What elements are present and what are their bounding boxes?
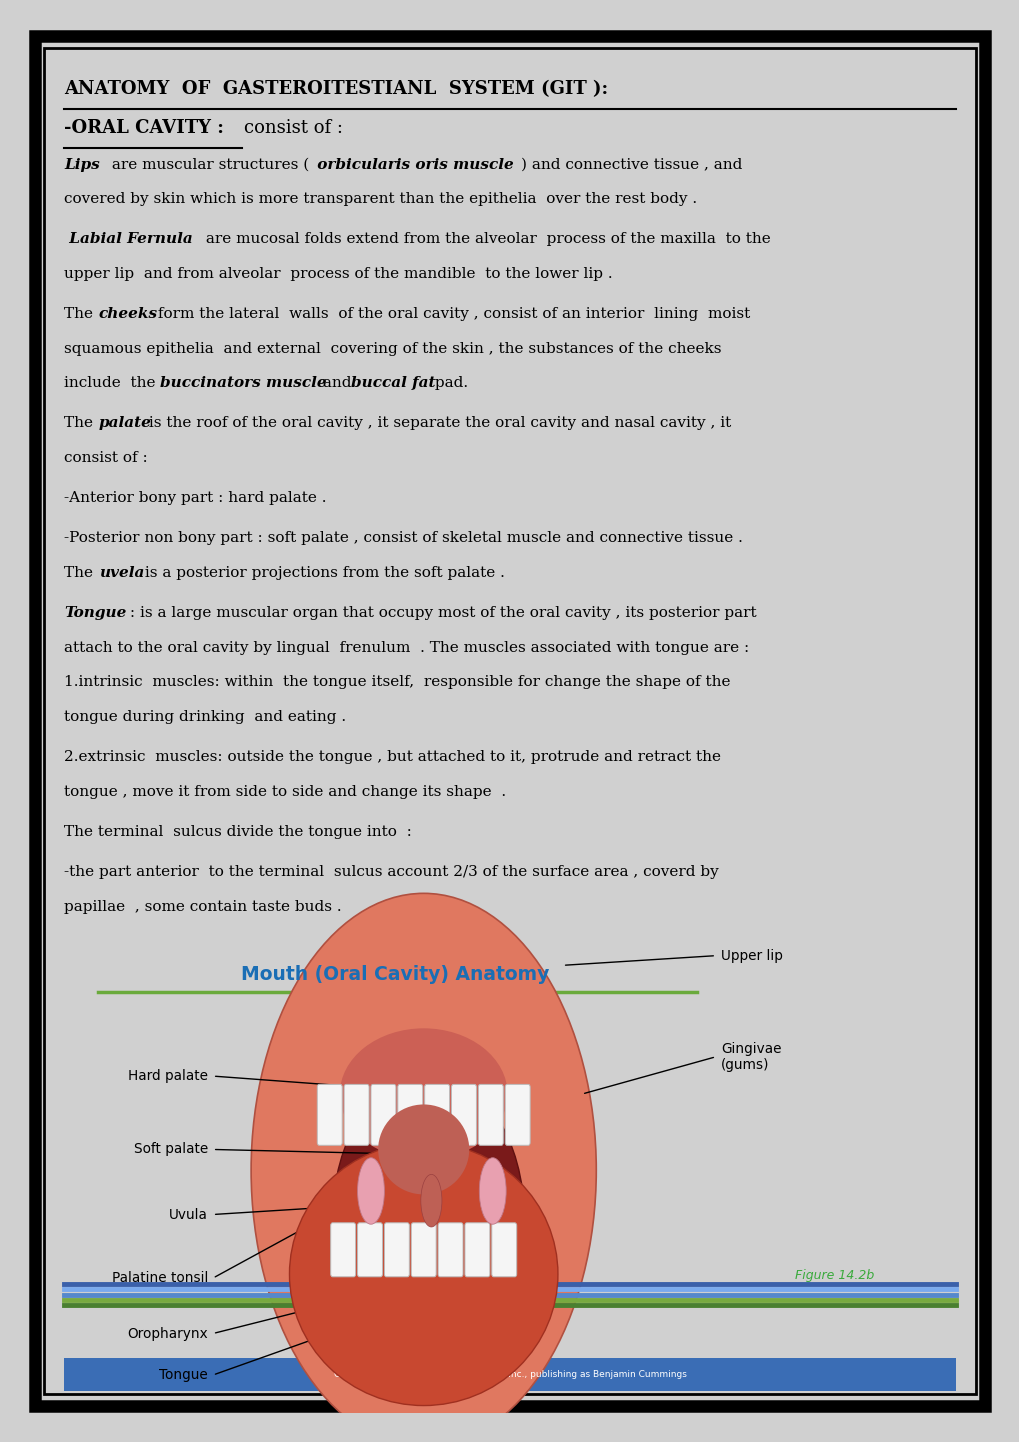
Text: Gingivae
(gums): Gingivae (gums): [720, 1041, 781, 1071]
Text: are mucosal folds extend from the alveolar  process of the maxilla  to the: are mucosal folds extend from the alveol…: [201, 232, 770, 247]
Text: Figure 14.2b: Figure 14.2b: [795, 1269, 873, 1282]
FancyBboxPatch shape: [317, 1084, 342, 1145]
Text: Uvula: Uvula: [169, 1207, 208, 1221]
Text: tongue , move it from side to side and change its shape  .: tongue , move it from side to side and c…: [64, 784, 505, 799]
Text: consist of :: consist of :: [245, 118, 343, 137]
Text: form the lateral  walls  of the oral cavity , consist of an interior  lining  mo: form the lateral walls of the oral cavit…: [153, 307, 750, 322]
Ellipse shape: [358, 1158, 384, 1224]
Text: upper lip  and from alveolar  process of the mandible  to the lower lip .: upper lip and from alveolar process of t…: [64, 267, 612, 281]
Text: buccal fat: buccal fat: [351, 376, 435, 391]
Text: -Anterior bony part : hard palate .: -Anterior bony part : hard palate .: [64, 492, 326, 505]
FancyBboxPatch shape: [438, 1223, 463, 1276]
Text: Oropharynx: Oropharynx: [127, 1327, 208, 1341]
Text: squamous epithelia  and external  covering of the skin , the substances of the c: squamous epithelia and external covering…: [64, 342, 721, 356]
Text: Tongue: Tongue: [64, 606, 126, 620]
Text: covered by skin which is more transparent than the epithelia  over the rest body: covered by skin which is more transparen…: [64, 192, 697, 206]
FancyBboxPatch shape: [451, 1084, 476, 1145]
Ellipse shape: [421, 1174, 441, 1227]
Text: The terminal  sulcus divide the tongue into  :: The terminal sulcus divide the tongue in…: [64, 825, 412, 839]
Text: -the part anterior  to the terminal  sulcus account 2/3 of the surface area , co: -the part anterior to the terminal sulcu…: [64, 865, 718, 880]
FancyBboxPatch shape: [358, 1223, 382, 1276]
Text: tongue during drinking  and eating .: tongue during drinking and eating .: [64, 709, 345, 724]
Ellipse shape: [479, 1158, 505, 1224]
Ellipse shape: [339, 1028, 507, 1159]
FancyBboxPatch shape: [343, 1084, 369, 1145]
Text: consist of :: consist of :: [64, 451, 148, 466]
Text: uvela: uvela: [99, 565, 144, 580]
Text: papillae  , some contain taste buds .: papillae , some contain taste buds .: [64, 900, 341, 914]
FancyBboxPatch shape: [371, 1084, 395, 1145]
FancyBboxPatch shape: [330, 1223, 356, 1276]
Text: are muscular structures (: are muscular structures (: [107, 157, 314, 172]
Text: buccinators muscle: buccinators muscle: [160, 376, 326, 391]
FancyBboxPatch shape: [504, 1084, 530, 1145]
Text: -Posterior non bony part : soft palate , consist of skeletal muscle and connecti: -Posterior non bony part : soft palate ,…: [64, 531, 742, 545]
Ellipse shape: [251, 894, 596, 1442]
Text: 2.extrinsic  muscles: outside the tongue , but attached to it, protrude and retr: 2.extrinsic muscles: outside the tongue …: [64, 750, 720, 764]
Text: The: The: [64, 417, 98, 431]
Text: Tongue: Tongue: [159, 1368, 208, 1381]
Text: Labial Fernula: Labial Fernula: [64, 232, 193, 247]
FancyBboxPatch shape: [397, 1084, 422, 1145]
Text: pad.: pad.: [430, 376, 468, 391]
FancyBboxPatch shape: [465, 1223, 489, 1276]
Text: ANATOMY  OF  GASTEROITESTIANL  SYSTEM (GIT ):: ANATOMY OF GASTEROITESTIANL SYSTEM (GIT …: [64, 81, 607, 98]
FancyBboxPatch shape: [424, 1084, 449, 1145]
FancyBboxPatch shape: [478, 1084, 502, 1145]
Text: : is a large muscular organ that occupy most of the oral cavity , its posterior : : is a large muscular organ that occupy …: [124, 606, 755, 620]
Text: Hard palate: Hard palate: [127, 1069, 208, 1083]
Ellipse shape: [332, 1073, 524, 1364]
Text: 1.intrinsic  muscles: within  the tongue itself,  responsible for change the sha: 1.intrinsic muscles: within the tongue i…: [64, 675, 730, 689]
Text: Lips: Lips: [64, 157, 100, 172]
Text: palate: palate: [99, 417, 152, 431]
Text: ) and connective tissue , and: ) and connective tissue , and: [520, 157, 741, 172]
Text: orbicularis oris muscle: orbicularis oris muscle: [311, 157, 518, 172]
Text: and: and: [318, 376, 357, 391]
Text: -ORAL CAVITY :: -ORAL CAVITY :: [64, 118, 230, 137]
Text: attach to the oral cavity by lingual  frenulum  . The muscles associated with to: attach to the oral cavity by lingual fre…: [64, 640, 749, 655]
Text: The: The: [64, 565, 98, 580]
Text: (b): (b): [403, 1268, 425, 1282]
Text: The: The: [64, 307, 98, 322]
Ellipse shape: [289, 1142, 557, 1406]
Ellipse shape: [378, 1105, 469, 1194]
Text: Mouth (Oral Cavity) Anatomy: Mouth (Oral Cavity) Anatomy: [240, 965, 548, 983]
Text: is a posterior projections from the soft palate .: is a posterior projections from the soft…: [140, 565, 504, 580]
Text: Copyright © 2008 Pearson Education, Inc., publishing as Benjamin Cummings: Copyright © 2008 Pearson Education, Inc.…: [333, 1370, 686, 1379]
Text: Soft palate: Soft palate: [133, 1142, 208, 1156]
Text: include  the: include the: [64, 376, 160, 391]
FancyBboxPatch shape: [384, 1223, 409, 1276]
Text: cheeks: cheeks: [99, 307, 158, 322]
Text: Upper lip: Upper lip: [720, 949, 782, 963]
FancyBboxPatch shape: [491, 1223, 517, 1276]
FancyBboxPatch shape: [411, 1223, 436, 1276]
Text: is the roof of the oral cavity , it separate the oral cavity and nasal cavity , : is the roof of the oral cavity , it sepa…: [144, 417, 731, 431]
Bar: [64, 1358, 955, 1392]
Text: Palatine tonsil: Palatine tonsil: [111, 1272, 208, 1285]
